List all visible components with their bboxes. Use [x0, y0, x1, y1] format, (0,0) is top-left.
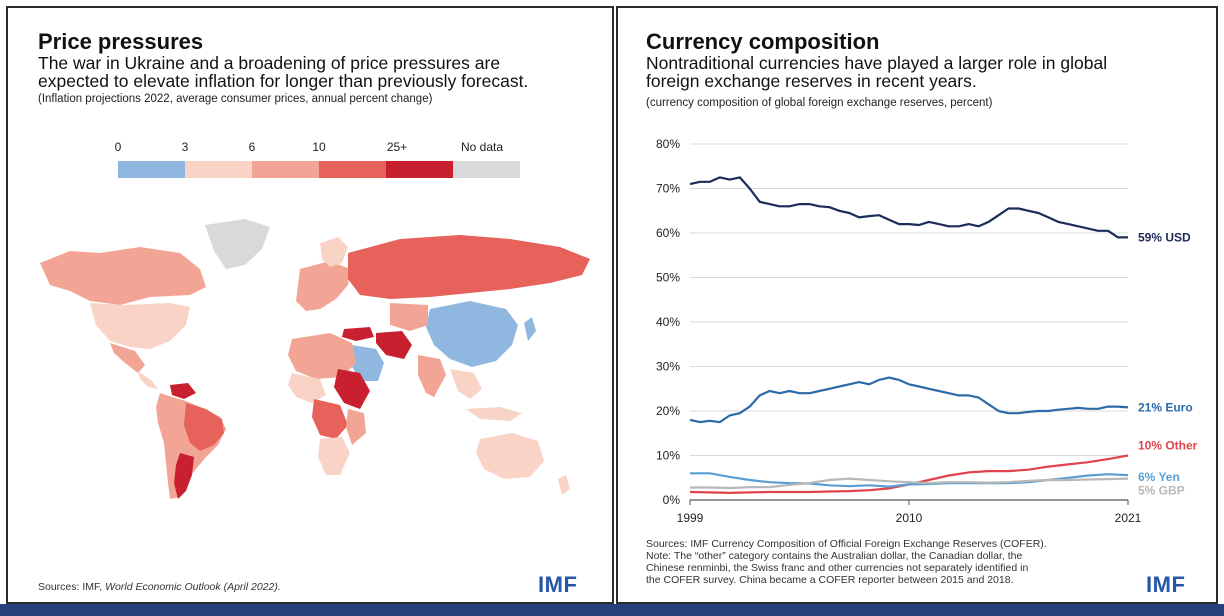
map-region-east-africa: [346, 409, 366, 445]
y-tick-label: 0%: [663, 493, 681, 507]
y-tick-label: 10%: [656, 449, 680, 463]
series-label-yen: 6% Yen: [1138, 470, 1180, 484]
map-region-argentina: [174, 453, 194, 499]
world-inflation-map: [40, 219, 590, 499]
map-region-brazil: [184, 403, 224, 451]
currency-line-chart: 0%10%20%30%40%50%60%70%80% 1999 2010 2021 …: [656, 137, 1198, 525]
y-tick-label: 80%: [656, 137, 680, 151]
legend-label-3: 3: [181, 140, 189, 154]
right-source-line-1: Sources: IMF Currency Composition of Off…: [646, 538, 1047, 550]
y-tick-label: 60%: [656, 226, 680, 240]
right-title: Currency composition: [646, 29, 880, 54]
chart-gridlines: [689, 143, 1129, 505]
map-region-central-asia: [390, 303, 428, 331]
series-line-gbp: [690, 477, 1129, 490]
left-subtitle-line1: The war in Ukraine and a broadening of p…: [38, 53, 501, 73]
series-label-euro: 21% Euro: [1138, 400, 1193, 414]
map-region-usa: [90, 303, 190, 349]
map-region-scandinavia: [320, 237, 348, 267]
series-line-euro: [689, 376, 1129, 424]
map-region-west-africa: [288, 373, 326, 403]
footer-bar: [0, 604, 1224, 616]
left-subtitle-line2: expected to elevate inflation for longer…: [38, 71, 529, 91]
y-tick-label: 20%: [656, 404, 680, 418]
legend-label-no-data: No data: [460, 140, 504, 154]
right-sources: Sources: IMF Currency Composition of Off…: [646, 538, 1047, 586]
left-source-prefix: Sources: IMF,: [38, 581, 106, 593]
series-label-usd: 59% USD: [1138, 230, 1191, 244]
map-region-north-africa: [288, 333, 356, 379]
left-source-title: World Economic Outlook (April 2022).: [105, 581, 281, 593]
left-imf-logo: IMF: [538, 572, 578, 597]
y-tick-label: 70%: [656, 182, 680, 196]
map-region-saudi: [350, 345, 384, 381]
x-tick-label: 1999: [677, 511, 704, 525]
legend-swatch-10-25: [319, 161, 386, 178]
currency-composition-panel: Currency composition Nontraditional curr…: [616, 6, 1218, 604]
y-tick-label: 40%: [656, 315, 680, 329]
map-region-greenland: [205, 219, 270, 269]
series-label-other: 10% Other: [1138, 439, 1198, 453]
legend-label-10: 10: [312, 140, 326, 154]
map-region-australia: [476, 433, 544, 479]
y-tick-label: 30%: [656, 360, 680, 374]
map-region-venezuela: [170, 383, 196, 399]
map-region-turkey: [342, 327, 374, 341]
map-region-iran: [376, 331, 412, 359]
x-tick-label: 2021: [1115, 511, 1142, 525]
right-note: (currency composition of global foreign …: [646, 97, 993, 109]
map-region-central-africa: [312, 399, 348, 439]
map-region-southern-africa: [318, 437, 350, 475]
legend-swatch-0-3: [118, 161, 185, 178]
chart-series: [689, 176, 1129, 494]
map-region-china: [426, 301, 518, 367]
right-source-line-3: Chinese renminbi, the Swiss franc and ot…: [646, 562, 1029, 574]
left-note: (Inflation projections 2022, average con…: [38, 93, 433, 105]
map-region-india: [418, 355, 446, 397]
map-region-europe: [296, 261, 350, 311]
map-region-new-zealand: [558, 475, 570, 495]
series-line-usd: [689, 176, 1128, 239]
map-region-indonesia: [466, 407, 522, 421]
left-source: Sources: IMF, World Economic Outlook (Ap…: [38, 581, 281, 593]
right-subtitle-line1: Nontraditional currencies have played a …: [646, 53, 1108, 73]
chart-y-tick-labels: 0% 10% 20% 30% 40% 50% 60% 70% 80%: [656, 137, 680, 507]
map-region-canada-alaska: [40, 247, 206, 305]
legend-swatch-3-6: [185, 161, 252, 178]
right-imf-logo: IMF: [1146, 572, 1186, 597]
series-label-gbp: 5% GBP: [1138, 484, 1185, 498]
legend-label-6: 6: [248, 140, 256, 154]
map-region-japan: [524, 317, 536, 341]
map-region-southeast-asia: [450, 369, 482, 399]
map-region-russia: [348, 235, 590, 299]
map-region-central-america: [138, 371, 158, 389]
left-title: Price pressures: [38, 29, 204, 54]
y-tick-label: 50%: [656, 271, 680, 285]
legend-swatch-no-data: [453, 161, 520, 178]
x-tick-label: 2010: [896, 511, 923, 525]
legend-swatch-25-plus: [386, 161, 453, 178]
right-source-line-2: Note: The “other” category contains the …: [646, 550, 1023, 562]
chart-x-tick-labels: 1999 2010 2021: [677, 511, 1142, 525]
right-source-line-4: the COFER survey. China became a COFER r…: [646, 574, 1014, 586]
legend-label-25: 25+: [386, 140, 408, 154]
map-region-sudan-ethiopia: [334, 369, 370, 409]
legend-label-0: 0: [114, 140, 122, 154]
price-pressures-panel: Price pressures The war in Ukraine and a…: [6, 6, 614, 604]
map-region-mexico: [110, 343, 145, 373]
right-subtitle-line2: foreign exchange reserves in recent year…: [646, 71, 977, 91]
legend-swatch-6-10: [252, 161, 319, 178]
